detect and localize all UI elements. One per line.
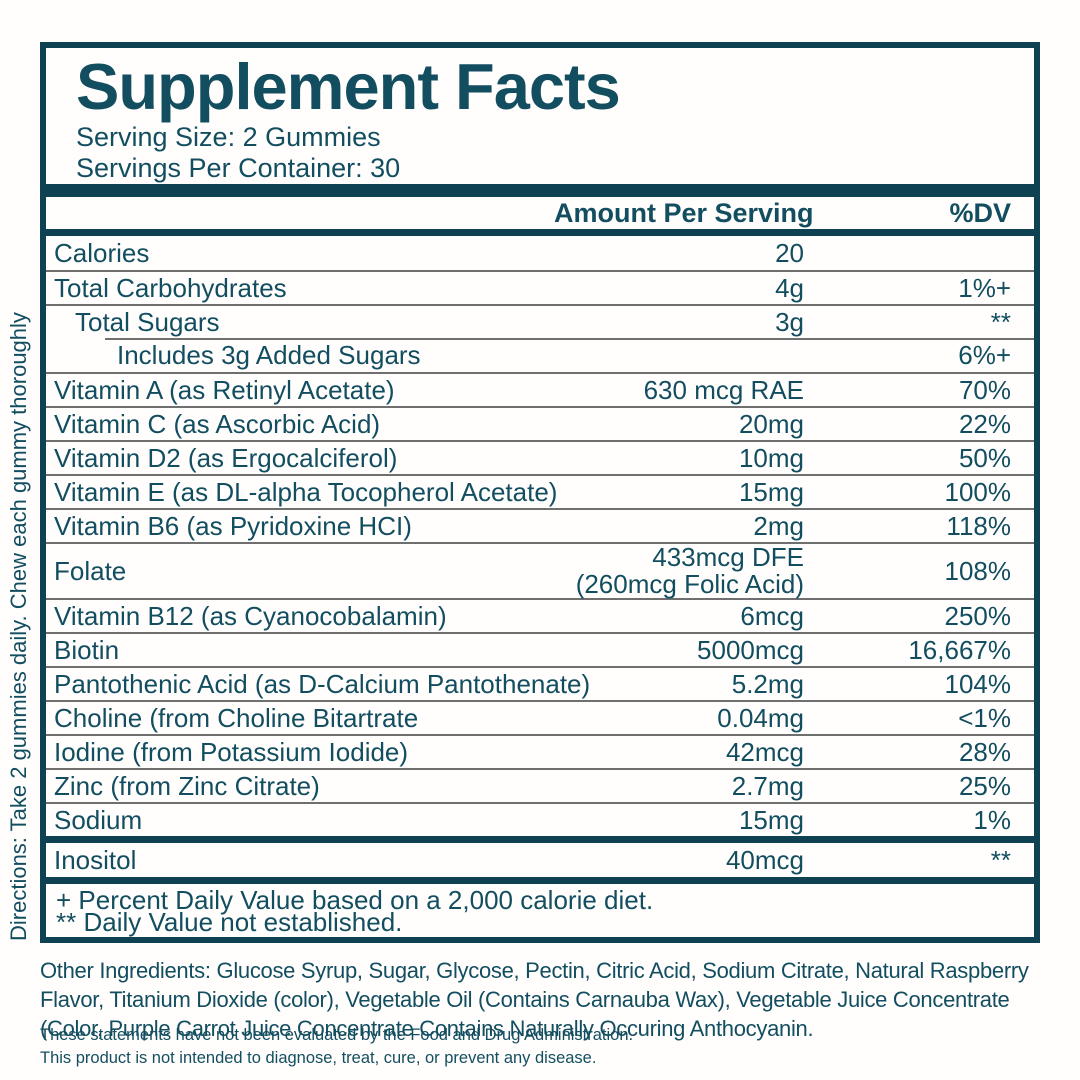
nutrient-amount: 40mcg [725, 844, 804, 875]
nutrient-dv: <1% [958, 702, 1011, 733]
table-row: Choline (from Choline Bitartrate 0.04mg … [46, 700, 1034, 734]
footnote-daily-value: + Percent Daily Value based on a 2,000 c… [56, 885, 654, 915]
column-header-amount: Amount Per Serving [554, 197, 814, 228]
table-row: Biotin 5000mcg 16,667% [46, 632, 1034, 666]
nutrient-name: Biotin [54, 634, 120, 665]
nutrient-name: Sodium [54, 804, 143, 835]
disclaimers: These statements have not been evaluated… [40, 1023, 1010, 1069]
nutrient-dv: 50% [958, 442, 1011, 473]
nutrient-dv: 100% [944, 476, 1012, 507]
nutrient-amount: 3g [775, 306, 804, 337]
nutrient-dv: 22% [958, 408, 1011, 439]
nutrient-dv: 70% [958, 374, 1011, 405]
nutrient-dv: 16,667% [908, 634, 1011, 665]
divider-above-footnotes [46, 877, 1034, 884]
nutrient-name: Iodine (from Potassium Iodide) [54, 736, 409, 767]
nutrient-amount: 15mg [738, 476, 804, 507]
servings-per-container-text: Servings Per Container: 30 [76, 153, 401, 183]
nutrient-name: Zinc (from Zinc Citrate) [54, 770, 320, 801]
nutrient-name: Inositol [54, 844, 137, 875]
table-row: Inositol 40mcg ** [46, 843, 1034, 877]
divider-above-inositol [46, 836, 1034, 843]
disclaimer-disease: This product is not intended to diagnose… [40, 1048, 597, 1067]
directions-text: Directions: Take 2 gummies daily. Chew e… [6, 312, 31, 941]
nutrient-amount: 630 mcg RAE [643, 374, 804, 405]
nutrient-amount: 4g [775, 272, 804, 303]
nutrient-dv: 1%+ [958, 272, 1011, 303]
table-row: Vitamin E (as DL-alpha Tocopherol Acetat… [46, 474, 1034, 508]
footnote-not-established: ** Daily Value not established. [56, 907, 403, 937]
table-row: Vitamin B6 (as Pyridoxine HCI) 2mg 118% [46, 508, 1034, 542]
nutrient-dv: 6%+ [958, 339, 1011, 370]
serving-size-text: Serving Size: 2 Gummies [76, 122, 381, 152]
table-row: Vitamin D2 (as Ergocalciferol) 10mg 50% [46, 440, 1034, 474]
column-header-dv: %DV [949, 197, 1011, 228]
nutrient-name: Vitamin E (as DL-alpha Tocopherol Acetat… [54, 476, 558, 507]
nutrient-dv: ** [990, 306, 1011, 337]
nutrient-amount: 5.2mg [731, 668, 804, 699]
nutrient-dv: 108% [944, 555, 1012, 586]
nutrient-name: Vitamin C (as Ascorbic Acid) [54, 408, 381, 439]
table-row: Iodine (from Potassium Iodide) 42mcg 28% [46, 734, 1034, 768]
table-row: Total Sugars 3g ** [46, 304, 1034, 338]
nutrient-dv: ** [990, 844, 1011, 875]
other-ingredients-text: Other Ingredients: Glucose Syrup, Sugar,… [40, 958, 1029, 1041]
nutrient-name: Includes 3g Added Sugars [117, 339, 421, 370]
nutrient-amount: 2mg [753, 510, 804, 541]
table-row: Vitamin B12 (as Cyanocobalamin) 6mcg 250… [46, 598, 1034, 632]
nutrient-dv: 118% [946, 510, 1011, 541]
disclaimer-fda: These statements have not been evaluated… [40, 1025, 634, 1044]
table-row: Calories 20 [46, 236, 1034, 270]
nutrient-table-separate: Inositol 40mcg ** [46, 843, 1034, 877]
nutrient-name: Pantothenic Acid (as D-Calcium Pantothen… [54, 668, 591, 699]
nutrient-name: Vitamin A (as Retinyl Acetate) [54, 374, 395, 405]
nutrient-amount: 20 [775, 237, 804, 268]
table-row: Vitamin C (as Ascorbic Acid) 20mg 22% [46, 406, 1034, 440]
table-row: Zinc (from Zinc Citrate) 2.7mg 25% [46, 768, 1034, 802]
footnotes: + Percent Daily Value based on a 2,000 c… [46, 884, 1034, 937]
nutrient-name: Vitamin B12 (as Cyanocobalamin) [54, 600, 447, 631]
divider-thick-top [46, 184, 1034, 197]
table-row: Sodium 15mg 1% [46, 802, 1034, 836]
table-row: Includes 3g Added Sugars 6%+ [46, 338, 1034, 372]
nutrient-amount: 5000mcg [697, 634, 804, 665]
column-header-row: Amount Per Serving %DV [46, 197, 1034, 229]
nutrient-amount: 15mg [738, 804, 804, 835]
supplement-facts-panel: Supplement Facts Serving Size: 2 Gummies… [40, 42, 1040, 943]
nutrient-dv: 1% [973, 804, 1011, 835]
nutrient-dv: 104% [944, 668, 1012, 699]
nutrient-dv: 250% [944, 600, 1012, 631]
table-row: Pantothenic Acid (as D-Calcium Pantothen… [46, 666, 1034, 700]
panel-header: Supplement Facts Serving Size: 2 Gummies… [46, 48, 1034, 184]
table-row: Total Carbohydrates 4g 1%+ [46, 270, 1034, 304]
nutrient-amount: 2.7mg [731, 770, 804, 801]
panel-title: Supplement Facts [76, 50, 621, 123]
nutrient-table: Calories 20 Total Carbohydrates 4g 1%+ T… [46, 236, 1034, 836]
nutrient-name: Calories [54, 237, 150, 268]
nutrient-amount: 20mg [738, 408, 804, 439]
nutrient-name: Folate [54, 555, 127, 586]
nutrient-amount: 10mg [738, 442, 804, 473]
nutrient-name: Total Carbohydrates [54, 272, 287, 303]
nutrient-amount: 0.04mg [717, 702, 804, 733]
nutrient-name: Choline (from Choline Bitartrate [54, 702, 419, 733]
nutrient-amount: 433mcg DFE (260mcg Folic Acid) [575, 542, 804, 599]
nutrient-dv: 28% [958, 736, 1011, 767]
nutrient-name: Vitamin B6 (as Pyridoxine HCI) [54, 510, 412, 541]
nutrient-name: Total Sugars [75, 306, 220, 337]
table-row: Vitamin A (as Retinyl Acetate) 630 mcg R… [46, 372, 1034, 406]
nutrient-name: Vitamin D2 (as Ergocalciferol) [54, 442, 398, 473]
table-row: Folate 433mcg DFE (260mcg Folic Acid) 10… [46, 542, 1034, 598]
nutrient-dv: 25% [958, 770, 1011, 801]
divider-below-header [46, 229, 1034, 236]
nutrient-amount: 6mcg [740, 600, 804, 631]
nutrient-amount: 42mcg [725, 736, 804, 767]
